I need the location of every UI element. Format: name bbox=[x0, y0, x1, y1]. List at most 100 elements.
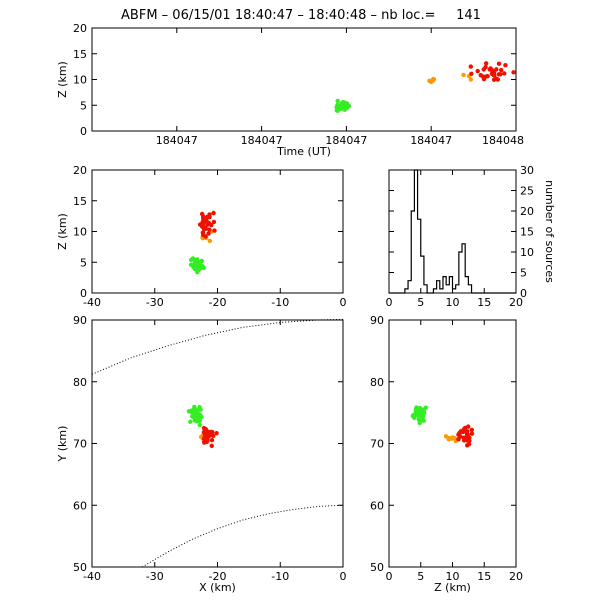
x-tick-label: 10 bbox=[446, 570, 460, 583]
source-point bbox=[420, 417, 425, 423]
source-point bbox=[465, 424, 471, 429]
source-point bbox=[195, 269, 200, 275]
y-axis-label: Z (km) bbox=[56, 213, 69, 250]
source-point bbox=[334, 104, 339, 110]
x-axis-label: Time (UT) bbox=[276, 145, 331, 158]
histogram-bin bbox=[440, 289, 443, 293]
source-point bbox=[475, 68, 480, 74]
source-point bbox=[209, 437, 215, 443]
source-point bbox=[469, 427, 475, 433]
y-tick-label: 10 bbox=[73, 226, 87, 239]
source-point bbox=[489, 67, 495, 73]
source-point bbox=[481, 76, 487, 82]
x-z-panel: 0 5 10 15 20 -40 -30 -20 -10 0 Z (km) bbox=[56, 164, 347, 309]
source-point bbox=[211, 210, 216, 216]
y-tick-label: 5 bbox=[80, 256, 87, 269]
x-tick-label: 5 bbox=[417, 296, 424, 309]
source-point bbox=[511, 70, 516, 75]
histogram-bin bbox=[453, 289, 456, 293]
source-point bbox=[483, 64, 488, 70]
source-point bbox=[206, 231, 211, 236]
source-point bbox=[343, 101, 348, 107]
y-tick-label: 15 bbox=[520, 226, 534, 239]
y-axis-label: Y (km) bbox=[56, 426, 69, 463]
source-point bbox=[483, 61, 489, 66]
x-tick-label: 184047 bbox=[241, 134, 283, 147]
y-tick-label: 5 bbox=[80, 99, 87, 112]
x-tick-label: -40 bbox=[83, 296, 101, 309]
source-point bbox=[452, 436, 458, 441]
source-point bbox=[417, 420, 422, 426]
source-point bbox=[197, 418, 202, 423]
y-tick-label: 10 bbox=[73, 74, 87, 87]
source-point bbox=[485, 74, 490, 79]
source-point bbox=[200, 221, 206, 226]
y-tick-label: 5 bbox=[520, 267, 527, 280]
y-tick-label: 80 bbox=[73, 376, 87, 389]
source-point bbox=[207, 214, 212, 220]
x-tick-label: 10 bbox=[446, 296, 460, 309]
time-height-panel: 0 5 10 15 20 184047 184047 184047 184047 184048 Ti… bbox=[56, 22, 524, 158]
source-point bbox=[207, 227, 212, 232]
source-point bbox=[430, 76, 436, 82]
source-point bbox=[464, 435, 470, 440]
source-point bbox=[211, 219, 217, 225]
x-tick-label: 0 bbox=[386, 296, 393, 309]
y-tick-label: 20 bbox=[73, 22, 87, 35]
y-tick-label: 60 bbox=[370, 499, 384, 512]
x-tick-label: 184048 bbox=[482, 134, 524, 147]
y-tick-label: 10 bbox=[520, 246, 534, 259]
source-point bbox=[468, 64, 474, 69]
histogram-outline bbox=[389, 169, 516, 294]
y-axis-label: number of sources bbox=[543, 180, 556, 283]
y-tick-label: 30 bbox=[520, 164, 534, 177]
source-point bbox=[469, 431, 475, 436]
source-point bbox=[209, 443, 214, 449]
x-tick-label: -20 bbox=[209, 570, 227, 583]
y-tick-label: 15 bbox=[73, 48, 87, 61]
source-point bbox=[199, 211, 205, 217]
source-point bbox=[211, 433, 216, 439]
source-point bbox=[188, 262, 194, 267]
y-axis-label: Z (km) bbox=[56, 61, 69, 98]
source-point bbox=[191, 409, 197, 415]
source-point bbox=[194, 257, 200, 262]
source-point bbox=[202, 225, 208, 230]
x-tick-label: 184047 bbox=[325, 134, 367, 147]
source-point bbox=[496, 61, 502, 66]
height-histogram-panel: 0 5 10 15 20 25 30 0 5 10 15 20 number of sources bbox=[386, 164, 557, 309]
source-point bbox=[493, 76, 499, 81]
y-tick-label: 0 bbox=[520, 287, 527, 300]
source-point bbox=[461, 427, 466, 432]
x-y-panel: 50 60 70 80 90 -40 -30 -20 -10 0 X (km) Y (km) bbox=[56, 314, 347, 594]
source-point bbox=[464, 443, 470, 448]
source-point bbox=[337, 103, 343, 108]
x-tick-label: 184047 bbox=[156, 134, 198, 147]
range-ring bbox=[91, 318, 344, 375]
x-tick-label: 0 bbox=[340, 296, 347, 309]
x-axis-label: Z (km) bbox=[434, 581, 471, 594]
x-tick-label: -10 bbox=[271, 570, 289, 583]
x-tick-label: 15 bbox=[477, 296, 491, 309]
source-point bbox=[414, 408, 420, 413]
y-tick-label: 20 bbox=[73, 164, 87, 177]
source-point bbox=[206, 220, 212, 226]
x-axis-label: X (km) bbox=[199, 581, 236, 594]
x-tick-label: 20 bbox=[509, 296, 523, 309]
y-tick-label: 15 bbox=[73, 195, 87, 208]
x-tick-label: 0 bbox=[340, 570, 347, 583]
x-tick-label: -30 bbox=[146, 296, 164, 309]
source-point bbox=[494, 67, 499, 72]
figure-title: ABFM – 06/15/01 18:40:47 – 18:40:48 – nb… bbox=[121, 8, 481, 23]
source-point bbox=[209, 429, 214, 435]
x-tick-label: 0 bbox=[386, 570, 393, 583]
source-point bbox=[461, 438, 467, 443]
source-point bbox=[188, 419, 193, 424]
range-ring bbox=[141, 504, 344, 568]
source-point bbox=[212, 228, 217, 233]
y-tick-label: 80 bbox=[370, 376, 384, 389]
y-tick-label: 50 bbox=[73, 561, 87, 574]
x-tick-label: 5 bbox=[417, 570, 424, 583]
x-tick-label: 184047 bbox=[410, 134, 452, 147]
source-point bbox=[207, 238, 212, 244]
